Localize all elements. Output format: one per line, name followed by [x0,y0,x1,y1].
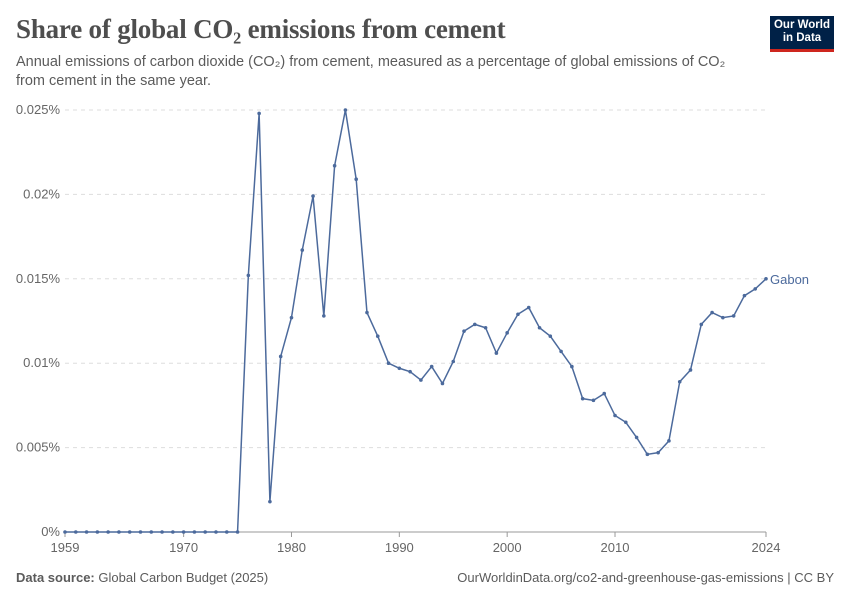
data-point [73,530,78,534]
data-point [160,530,164,534]
data-point [408,369,412,374]
data-point [246,273,251,278]
x-tick-label: 1959 [51,540,80,555]
data-point [95,530,100,534]
data-point [117,530,121,534]
chart-title: Share of global CO₂ emissions from cemen… [16,14,506,44]
chart-subtitle: Annual emissions of carbon dioxide (CO₂)… [16,54,726,89]
data-point [516,312,520,317]
data-point [343,108,348,112]
owid-logo[interactable]: Our World in Data [770,16,834,52]
data-point [322,314,326,318]
x-tick-label: 2010 [601,540,630,555]
data-point [602,391,607,396]
x-tick-label: 2024 [752,540,781,555]
data-point [570,364,574,369]
data-point [149,530,154,534]
data-point [235,530,240,534]
data-point [440,381,445,386]
data-point [451,359,456,364]
data-point [419,378,423,382]
data-point [667,439,671,443]
data-point [624,420,628,425]
x-tick-label: 1980 [277,540,306,555]
data-point [311,194,315,198]
x-tick-label: 1990 [385,540,414,555]
data-point [300,248,305,252]
data-point [63,530,67,534]
data-point [106,530,110,534]
data-point [203,530,207,534]
source-text[interactable]: Global Carbon Budget (2025) [98,570,269,585]
data-point [192,530,197,534]
y-tick-label: 0% [41,524,60,539]
data-point [656,450,660,455]
y-tick-label: 0.025% [16,102,61,117]
data-point [753,287,758,291]
data-point [613,413,617,418]
data-point [634,435,639,440]
source-label: Data source: [16,570,95,585]
data-point [354,177,358,182]
data-point [483,325,488,330]
data-point [764,277,768,281]
data-point [289,315,294,320]
data-point [699,322,704,327]
data-point [710,310,714,315]
data-point [645,452,650,457]
x-tick-label: 1970 [169,540,198,555]
y-tick-label: 0.005% [16,440,61,455]
data-point [742,293,747,298]
data-point [548,334,553,338]
data-point [214,530,218,534]
y-tick-label: 0.02% [23,186,60,201]
data-point [138,530,143,534]
data-point [559,349,563,354]
data-point [257,111,261,116]
data-point [473,322,477,327]
series-line [65,109,767,533]
data-point [688,368,693,372]
data-point [397,366,402,371]
data-point [365,310,369,315]
data-point [127,530,132,534]
footer-link[interactable]: OurWorldinData.org/co2-and-greenhouse-ga… [457,570,834,585]
data-point [332,163,337,168]
data-point [731,314,736,318]
data-point [591,398,596,403]
data-source: Data source: Global Carbon Budget (2025) [16,570,268,585]
y-tick-label: 0.015% [16,271,61,286]
x-tick-label: 2000 [493,540,522,555]
data-point [84,530,89,534]
data-point [278,354,283,359]
data-point [181,530,186,534]
data-point [386,361,391,366]
data-point [462,329,466,333]
data-point [494,351,499,355]
data-point [505,331,509,335]
data-point [429,364,434,369]
data-point [580,396,585,401]
data-point [375,334,380,338]
data-point [171,530,175,534]
data-point [268,499,272,504]
data-point [526,305,531,310]
y-tick-label: 0.01% [23,355,60,370]
data-point [721,315,725,320]
data-point [537,325,542,330]
data-point [224,530,229,534]
series-label: Gabon [770,272,809,287]
data-point [677,379,682,384]
